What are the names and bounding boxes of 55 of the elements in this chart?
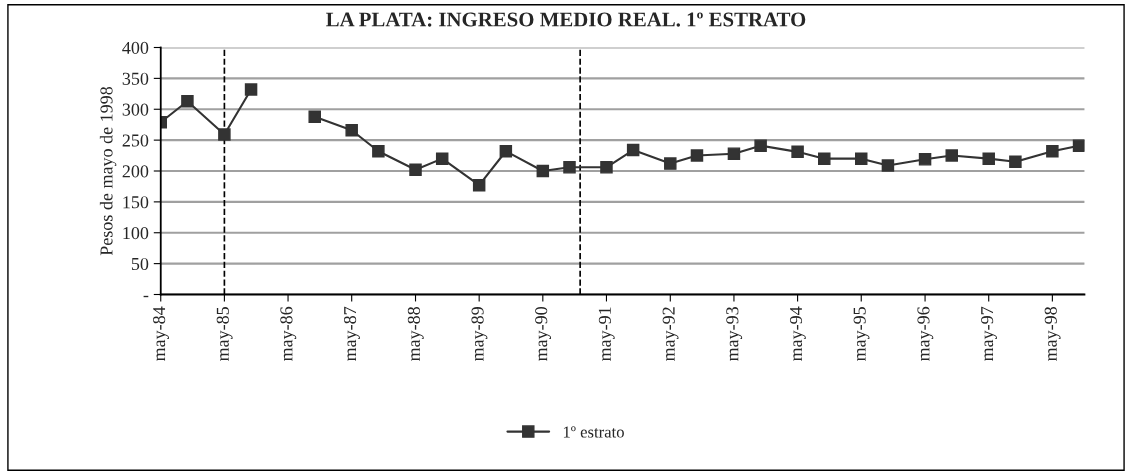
point [308,110,321,123]
x-tick-label: may-87 [343,306,360,362]
x-tick-label: may-89 [471,307,488,362]
x-tick-label: may-96 [917,306,934,362]
point [372,144,385,158]
y-tick-label: - [143,295,149,298]
x-tick-label: may-93 [726,307,743,362]
point [435,152,449,165]
point [918,153,932,166]
x-tick-label: may-84 [153,306,169,362]
point [409,163,422,177]
y-tick-label: 250 [122,134,149,147]
x-tick-label: may-90 [535,306,552,362]
y-tick-label: 350 [122,72,149,85]
point [664,157,677,170]
y-tick-label: 300 [122,103,149,116]
point [244,83,258,96]
x-tick-label: may-91 [598,307,615,362]
x-tick-label: may-85 [216,307,233,362]
legend-label: 1º estrato [563,426,624,438]
point [181,94,194,108]
y-tick-label: 100 [123,227,149,240]
point [1072,139,1085,152]
point [945,149,959,162]
y-tick-label: 150 [123,196,149,209]
point [1046,144,1059,158]
x-tick-label: may-88 [407,306,424,362]
chart-title: LA PLATA: INGRESO MEDIO REAL. 1º ESTRATO [326,12,806,27]
point [472,178,486,192]
point [791,145,804,159]
point [982,152,995,165]
point [1009,155,1022,168]
y-axis-title: Pesos de mayo de 1998 [99,86,117,256]
point [727,147,741,160]
point [854,152,868,165]
x-tick-label: may-95 [853,307,870,362]
point [499,144,513,158]
point [754,139,767,152]
x-tick-label: may-98 [1044,306,1061,362]
point [218,128,231,141]
point [536,164,550,178]
x-tick-label: may-97 [981,306,997,362]
y-tick-label: 50 [131,257,149,271]
x-tick-label: may-92 [662,307,679,362]
y-tick-label: 400 [122,41,149,54]
point [563,161,576,174]
x-tick-label: may-86 [280,306,297,362]
point [600,161,613,174]
point [626,143,640,157]
point [818,152,831,165]
y-tick-label: 200 [122,165,149,178]
point [690,149,704,162]
point [345,123,358,137]
point [881,159,895,172]
x-tick-label: may-94 [789,306,806,362]
